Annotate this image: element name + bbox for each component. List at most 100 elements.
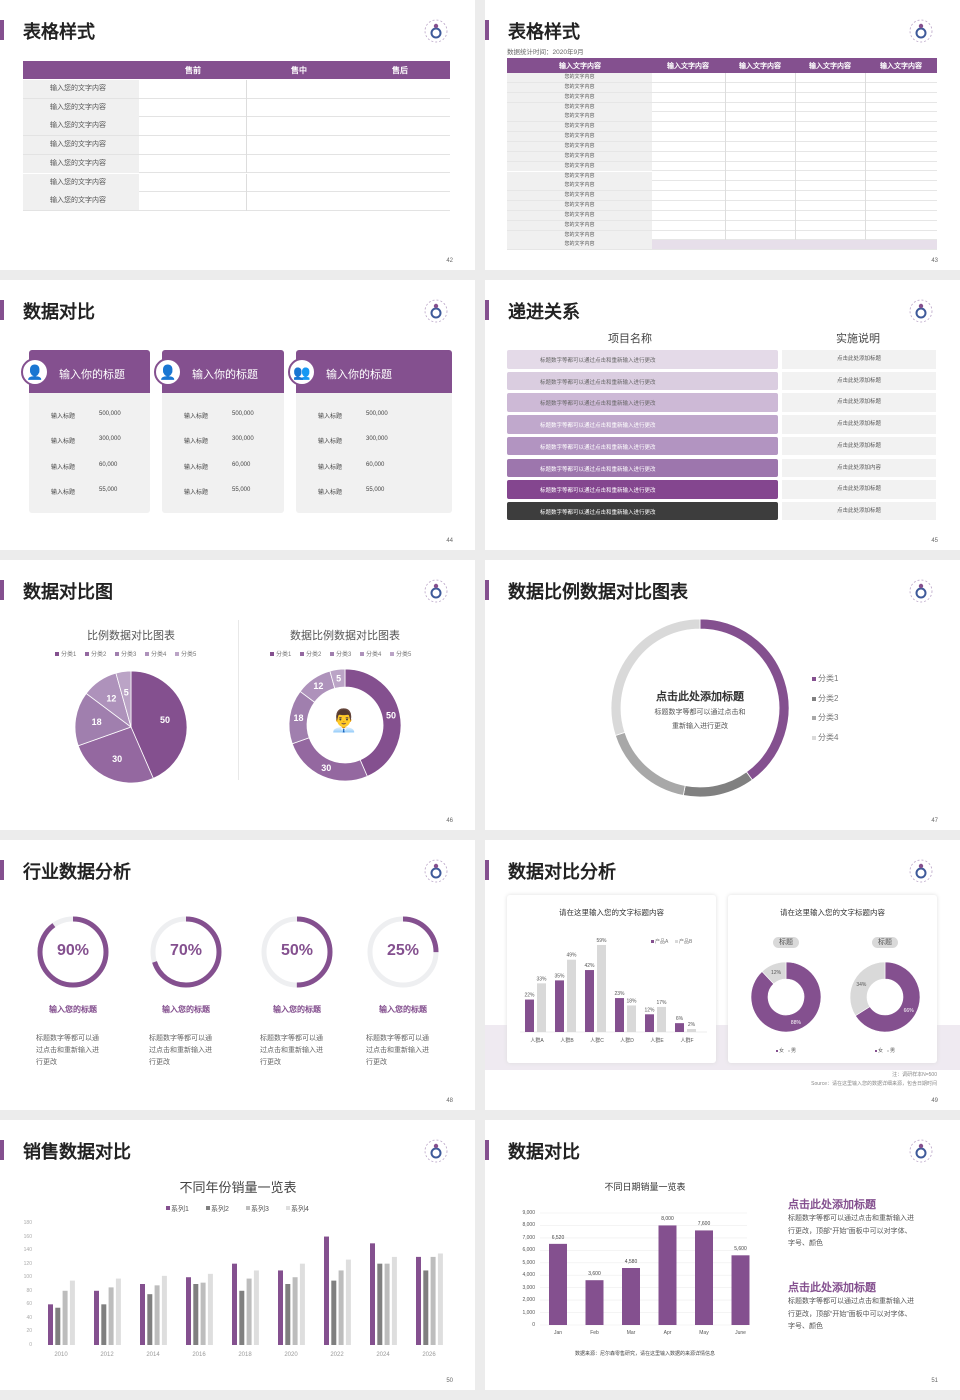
x-tick-label: 人群B <box>560 1038 574 1044</box>
x-tick-label: 人群E <box>650 1038 664 1044</box>
bar-chart: 22%33% 35%49%42%59%23%18%12%17%6%2% 88%12%… <box>520 938 921 1033</box>
x-tick-label: Apr <box>663 1330 672 1336</box>
step-note: 点击此处添加标题 <box>782 436 936 456</box>
bar <box>62 1290 68 1345</box>
table-row <box>507 83 937 93</box>
page-number: 51 <box>931 1378 938 1384</box>
x-tick-label: 2026 <box>422 1352 436 1358</box>
legend-swatch <box>788 1050 790 1052</box>
table-row <box>23 99 450 118</box>
progression-step <box>507 393 778 412</box>
legend-label: 系列3 <box>251 1206 269 1213</box>
legend-swatch <box>887 1050 889 1052</box>
donut-segment <box>614 731 686 796</box>
bar <box>253 1270 259 1345</box>
data-label: 50 <box>386 710 396 720</box>
row-label-cell: 您的文字内容 <box>507 141 652 151</box>
bar <box>731 1255 750 1325</box>
legend-swatch <box>246 1206 250 1210</box>
table-row <box>507 191 937 202</box>
bar <box>423 1270 429 1345</box>
legend-swatch <box>776 1050 778 1052</box>
presenter-icon: 👨‍💼 <box>330 708 358 733</box>
legend-item: 分类5 <box>390 649 411 658</box>
card-title: 请在这里输入您的文字标题内容 <box>559 908 664 917</box>
ring-progress <box>261 916 333 988</box>
legend-label: 分类2 <box>91 652 107 658</box>
slide-44: 数据对比 44 👤 输入你的标题 输入标题 500,000 输入标题 300,000 输入标题 6… <box>0 280 475 550</box>
ring-percent: 90% <box>56 942 90 959</box>
item-desc: 标题数字等都可以通 <box>366 1035 429 1042</box>
progression-step <box>507 480 778 499</box>
table-header-cell: 输入文字内容 <box>880 63 922 70</box>
card-row-label: 输入标题 <box>184 489 209 496</box>
legend-label: 分类4 <box>366 652 382 658</box>
data-label: 18 <box>294 713 304 723</box>
y-tick-label: 80 <box>26 1287 32 1294</box>
table-row <box>23 192 450 211</box>
data-label: 59% <box>596 938 607 944</box>
bar <box>657 1006 666 1032</box>
legend-swatch <box>812 716 816 720</box>
title-accent-bar <box>485 20 489 40</box>
footnote: 注：调研样本N=500 <box>892 1072 937 1078</box>
title-accent-bar <box>0 580 4 600</box>
step-text: 标题数字等都可以通过点击和重新输入进行更改 <box>540 509 656 516</box>
data-label: 35% <box>554 973 565 979</box>
table-row <box>507 240 937 251</box>
slide-49: 数据对比分析 49 请在这里输入您的文字标题内容 请在这里输入您的文字标题内容 22% 3… <box>485 840 960 1110</box>
y-tick-label: 6,000 <box>522 1247 535 1254</box>
step-note: 点击此处添加标题 <box>782 480 936 499</box>
row-label-cell: 您的文字内容 <box>507 230 652 240</box>
bar <box>200 1282 206 1345</box>
row-label-cell: 您的文字内容 <box>507 151 652 161</box>
data-label: 23% <box>614 991 625 997</box>
y-tick-label: 0 <box>532 1322 535 1328</box>
title-accent-bar <box>485 300 489 320</box>
chart-title: 不同日期销量一览表 <box>604 1182 686 1192</box>
item-title: 输入您的标题 <box>273 1005 321 1014</box>
card-row-label: 输入标题 <box>184 439 209 446</box>
column-divider <box>865 73 866 240</box>
bar <box>69 1280 75 1345</box>
bar <box>324 1236 329 1345</box>
data-label: 12% <box>771 970 782 976</box>
bar <box>278 1270 283 1345</box>
title-accent-bar <box>0 860 4 880</box>
slide-title: 行业数据分析 <box>23 862 131 882</box>
x-tick-label: 人群A <box>530 1038 544 1044</box>
table-row <box>23 155 450 174</box>
card-row-value: 300,000 <box>366 436 388 443</box>
row-label-cell: 您的文字内容 <box>507 102 652 112</box>
chart-title: 比例数据对比图表 <box>87 630 175 642</box>
bar <box>193 1284 199 1345</box>
legend-label: 分类2 <box>818 693 839 703</box>
data-label: 8,000 <box>661 1216 674 1223</box>
legend-swatch <box>651 940 654 943</box>
bar <box>615 998 624 1032</box>
bar <box>416 1256 421 1345</box>
item-desc: 行更改 <box>149 1059 170 1066</box>
bar <box>567 959 576 1032</box>
card-row-value: 55,000 <box>366 486 385 493</box>
data-label: 66% <box>904 1008 915 1014</box>
item-desc: 过点击和重新输入进 <box>149 1047 212 1054</box>
slide-51: 数据对比 51 不同日期销量一览表 0 1,000 2,000 3,000 4,000 5,00… <box>485 1120 960 1390</box>
donut-segment <box>761 961 787 985</box>
legend-label: 男 <box>890 1048 896 1054</box>
table-cell <box>246 136 247 155</box>
page-number: 42 <box>446 258 453 264</box>
ring-progress <box>37 916 109 988</box>
table-row <box>507 231 937 241</box>
y-tick-label: 40 <box>26 1314 32 1321</box>
donut-segment <box>855 961 921 1033</box>
slide-46: 数据对比图 46 比例数据对比图表 数据比例数据对比图表 分类1 分类2 分类3 分类4 分类5… <box>0 560 475 830</box>
card-row-value: 55,000 <box>232 486 251 493</box>
y-tick-label: 140 <box>23 1247 32 1254</box>
data-label: 18 <box>92 717 102 727</box>
slide-48: 行业数据分析 48 90% 输入您的标题 标题数字等都可以通 过点击和重新输入进 行更改 70… <box>0 840 475 1110</box>
y-tick-label: 8,000 <box>522 1222 535 1229</box>
item-desc: 行更改 <box>260 1059 281 1066</box>
slide-title: 数据对比分析 <box>508 862 616 882</box>
card-header <box>29 350 150 393</box>
